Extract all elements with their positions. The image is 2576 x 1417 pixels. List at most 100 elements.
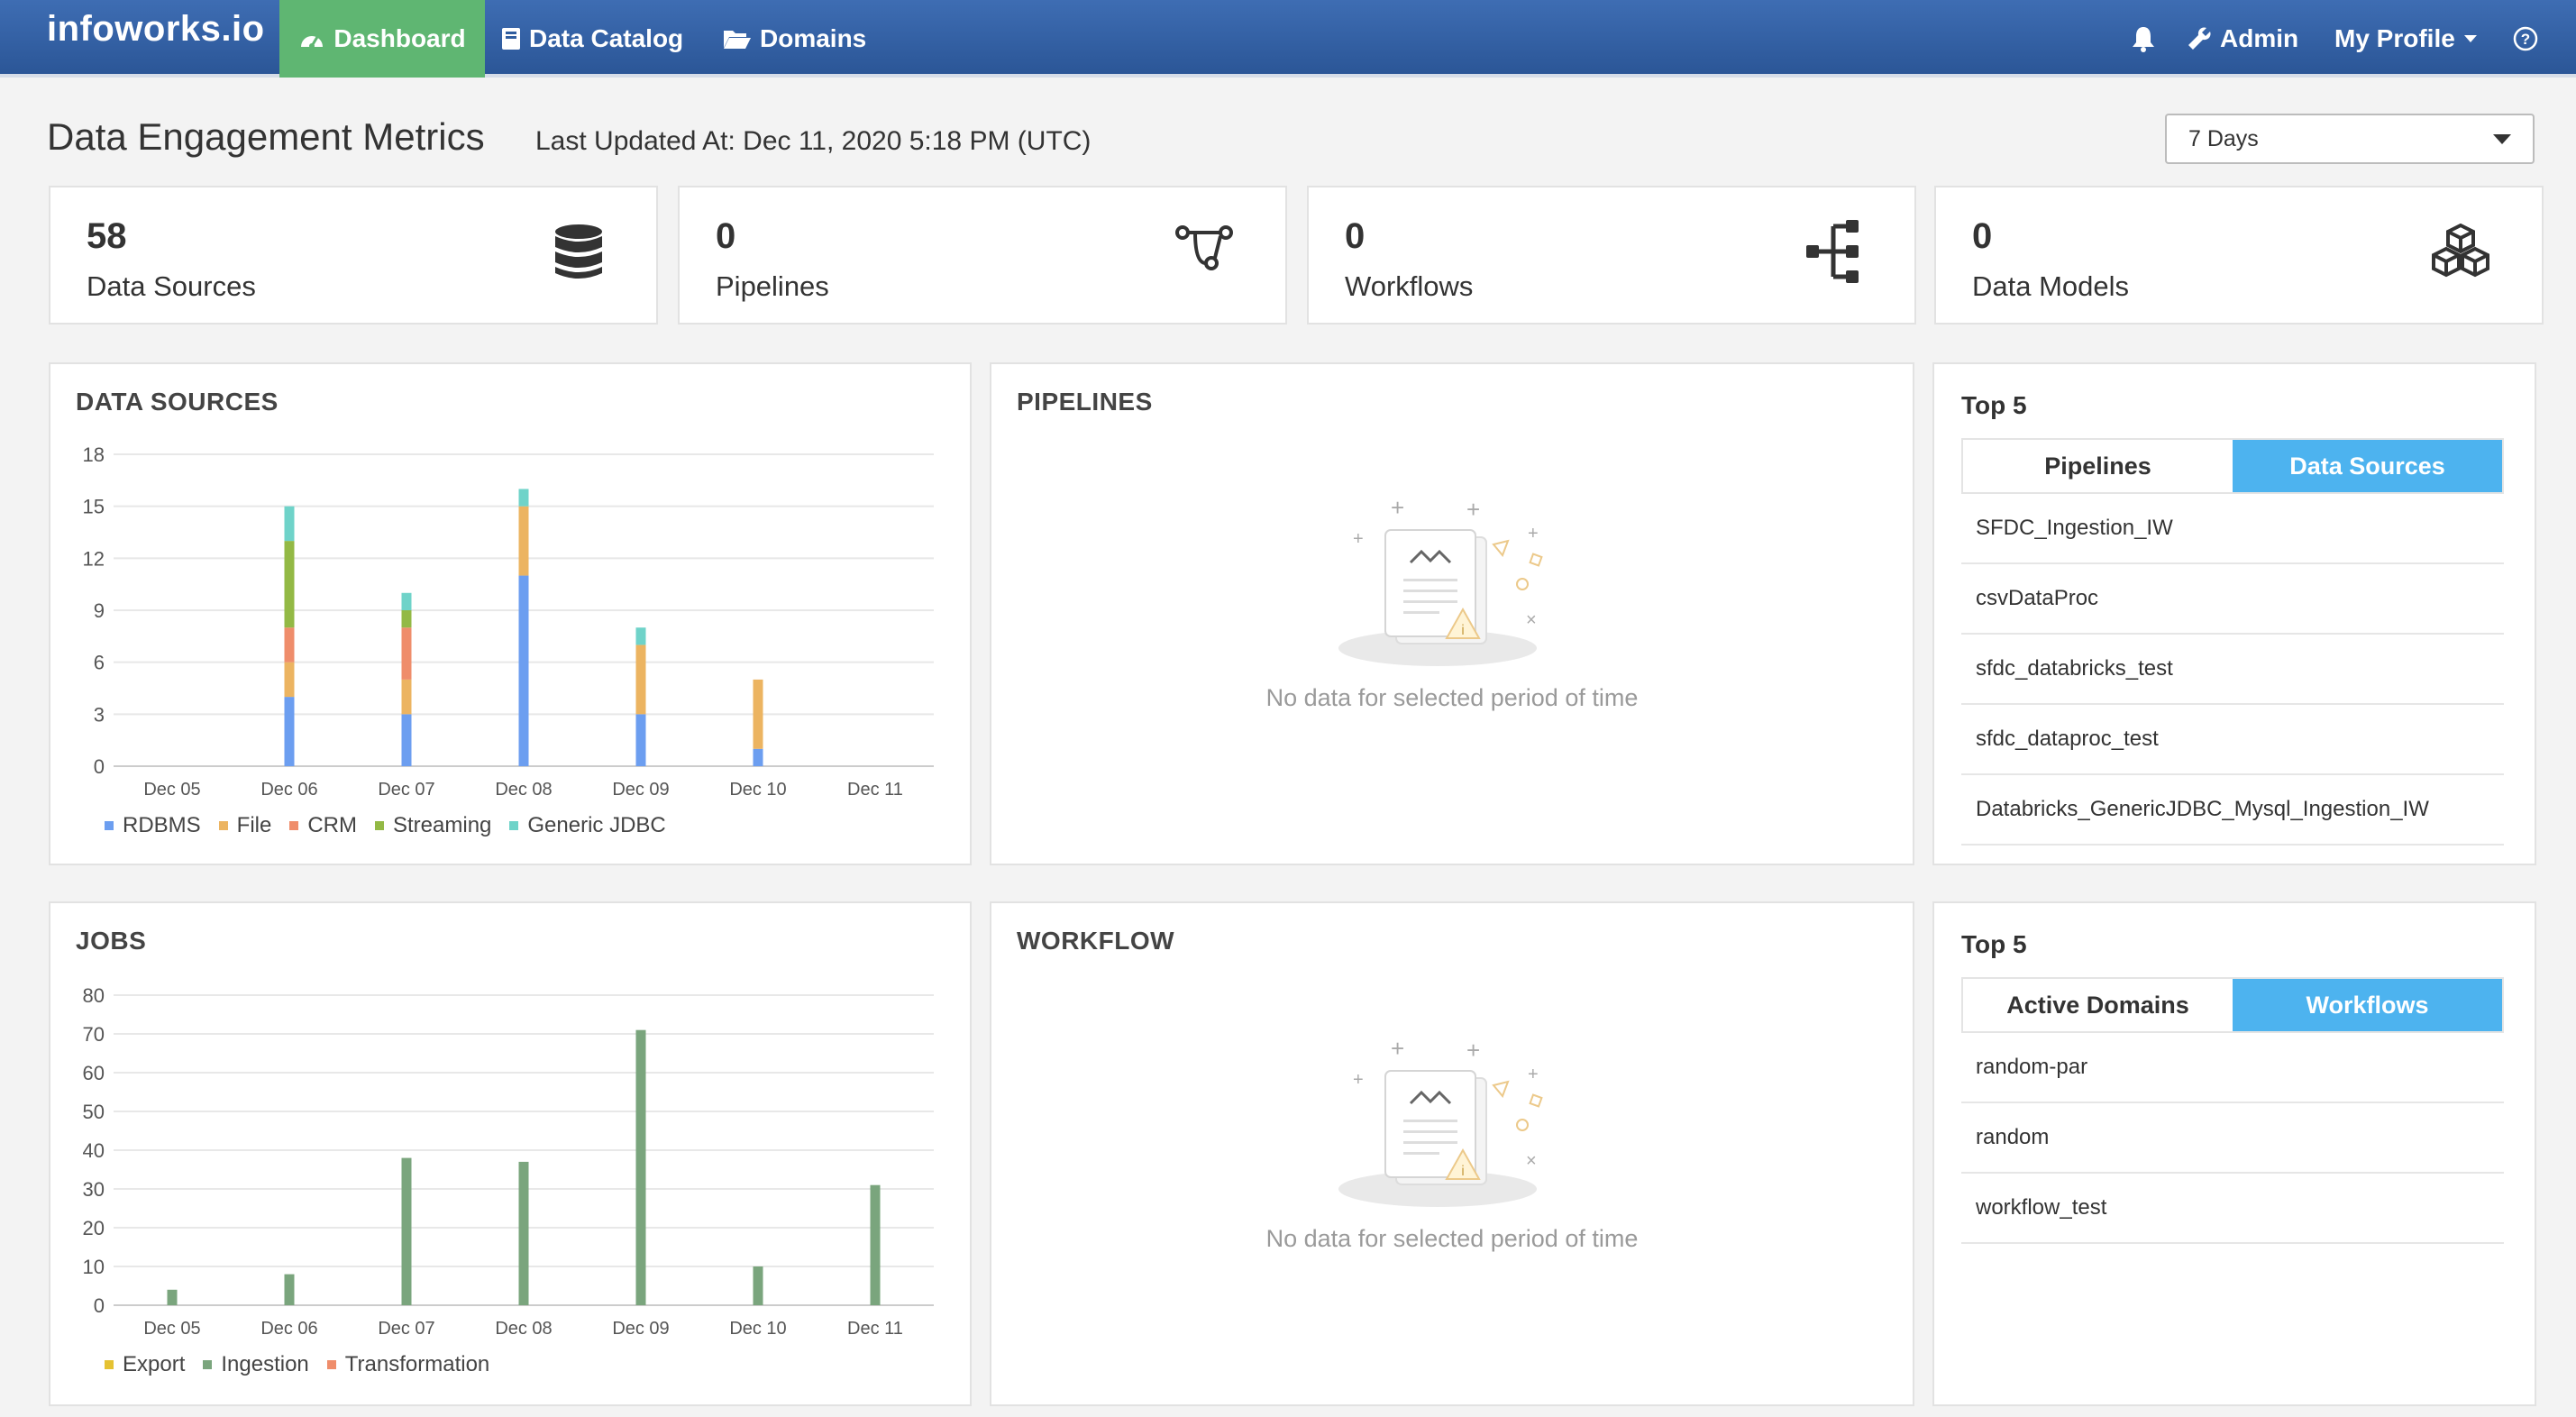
legend-swatch (105, 1360, 114, 1369)
help-button[interactable]: ? (2513, 0, 2546, 78)
pipeline-icon (1175, 225, 1233, 270)
panel-title: JOBS (76, 927, 147, 955)
bar-segment[interactable] (518, 1161, 529, 1305)
top5-tabs: Active Domains Workflows (1961, 977, 2504, 1033)
legend-label: CRM (307, 813, 357, 837)
bar-segment[interactable] (635, 645, 646, 715)
list-item[interactable]: SFDC_Ingestion_IW (1961, 494, 2504, 564)
notifications-button[interactable] (2131, 0, 2164, 78)
svg-text:×: × (1526, 610, 1537, 630)
bell-icon (2133, 27, 2154, 52)
legend-item[interactable]: File (218, 813, 271, 838)
kpi-card-workflows[interactable]: 0 Workflows (1307, 186, 1916, 325)
bar-segment[interactable] (518, 489, 529, 507)
nav-domains-label: Domains (760, 24, 867, 52)
period-select[interactable]: 7 Days (2165, 114, 2535, 164)
legend-swatch (105, 821, 114, 830)
bar-segment[interactable] (753, 748, 763, 766)
list-item[interactable]: sfdc_dataproc_test (1961, 705, 2504, 775)
bar-segment[interactable] (518, 506, 529, 576)
kpi-card-data-models[interactable]: 0 Data Models (1934, 186, 2544, 325)
bar-segment[interactable] (284, 506, 295, 542)
legend-item[interactable]: Generic JDBC (509, 813, 666, 838)
nav-dashboard[interactable]: Dashboard (279, 0, 485, 78)
y-tick-label: 12 (83, 547, 105, 570)
svg-text:i: i (1461, 1164, 1465, 1179)
bar-segment[interactable] (753, 679, 763, 749)
jobs-chart-panel: JOBS 0 10 20 30 40 50 60 70 80 Dec 05 Dec 06 Dec 07… (49, 901, 972, 1406)
wrench-icon (2188, 27, 2211, 50)
legend-swatch (326, 1360, 336, 1369)
tab-data-sources[interactable]: Data Sources (2233, 440, 2502, 492)
list-item[interactable]: workflow_test (1961, 1174, 2504, 1244)
folder-open-icon (724, 31, 751, 49)
top5-list: random-par random workflow_test (1961, 1033, 2504, 1244)
legend-item[interactable]: Export (105, 1352, 185, 1377)
svg-text:i: i (1461, 623, 1465, 638)
x-tick-label: Dec 10 (729, 780, 786, 800)
bar-segment[interactable] (284, 1274, 295, 1305)
bar-segment[interactable] (401, 610, 412, 628)
kpi-label: Workflows (1345, 270, 1474, 302)
bar-segment[interactable] (518, 575, 529, 766)
kpi-value: 0 (716, 216, 736, 256)
kpi-card-pipelines[interactable]: 0 Pipelines (678, 186, 1287, 325)
bar-segment[interactable] (401, 627, 412, 680)
data-sources-legend: RDBMS File CRM Streaming Generic JDBC (105, 813, 666, 838)
bar-segment[interactable] (635, 1029, 646, 1305)
list-item[interactable]: sfdc_databricks_test (1961, 635, 2504, 705)
bar-segment[interactable] (284, 627, 295, 663)
bar-segment[interactable] (753, 1266, 763, 1305)
nav-admin[interactable]: Admin (2187, 0, 2298, 78)
svg-text:+: + (1466, 496, 1480, 523)
bar-segment[interactable] (284, 697, 295, 766)
panel-title: PIPELINES (1017, 388, 1153, 416)
bar-segment[interactable] (635, 714, 646, 766)
top5-list: SFDC_Ingestion_IW csvDataProc sfdc_datab… (1961, 494, 2504, 846)
kpi-label: Data Sources (87, 270, 256, 302)
bar-segment[interactable] (401, 1157, 412, 1305)
bar-segment[interactable] (167, 1289, 178, 1305)
legend-label: Generic JDBC (527, 813, 666, 837)
tab-active-domains[interactable]: Active Domains (1963, 979, 2233, 1031)
bar-segment[interactable] (870, 1184, 881, 1305)
list-item[interactable]: random-par (1961, 1033, 2504, 1103)
y-tick-label: 70 (83, 1023, 105, 1046)
list-item[interactable]: csvDataProc (1961, 564, 2504, 635)
brand-logo[interactable]: infoworks.io (47, 9, 265, 49)
legend-item[interactable]: Streaming (375, 813, 491, 838)
legend-label: Export (123, 1352, 186, 1376)
nav-my-profile[interactable]: My Profile (2334, 0, 2477, 78)
jobs-legend: Export Ingestion Transformation (105, 1352, 489, 1377)
svg-text:×: × (1526, 1151, 1537, 1171)
database-icon (555, 224, 602, 279)
list-item[interactable]: Databricks_GenericJDBC_Mysql_Ingestion_I… (1961, 775, 2504, 846)
kpi-value: 58 (87, 216, 127, 256)
list-item[interactable]: random (1961, 1103, 2504, 1174)
svg-text:+: + (1466, 1037, 1480, 1064)
empty-state: + + + + × i No data for selected period … (991, 1031, 1913, 1253)
legend-item[interactable]: Transformation (326, 1352, 490, 1377)
legend-label: Transformation (344, 1352, 490, 1376)
tab-pipelines[interactable]: Pipelines (1963, 440, 2233, 492)
legend-item[interactable]: Ingestion (203, 1352, 309, 1377)
bar-segment[interactable] (401, 714, 412, 766)
legend-label: Streaming (393, 813, 492, 837)
legend-item[interactable]: RDBMS (105, 813, 201, 838)
top5-title: Top 5 (1961, 930, 2027, 958)
bar-segment[interactable] (401, 592, 412, 610)
bar-segment[interactable] (284, 541, 295, 628)
top5-tabs: Pipelines Data Sources (1961, 438, 2504, 494)
legend-item[interactable]: CRM (289, 813, 357, 838)
tab-workflows[interactable]: Workflows (2233, 979, 2502, 1031)
kpi-card-data-sources[interactable]: 58 Data Sources (49, 186, 658, 325)
bar-segment[interactable] (401, 679, 412, 715)
x-tick-label: Dec 10 (729, 1319, 786, 1339)
dashboard-icon (301, 36, 324, 49)
bar-segment[interactable] (284, 662, 295, 698)
x-tick-label: Dec 07 (378, 780, 434, 800)
bar-segment[interactable] (635, 627, 646, 645)
nav-domains[interactable]: Domains (723, 0, 866, 78)
nav-data-catalog[interactable]: Data Catalog (501, 0, 683, 78)
period-select-value: 7 Days (2188, 125, 2259, 151)
